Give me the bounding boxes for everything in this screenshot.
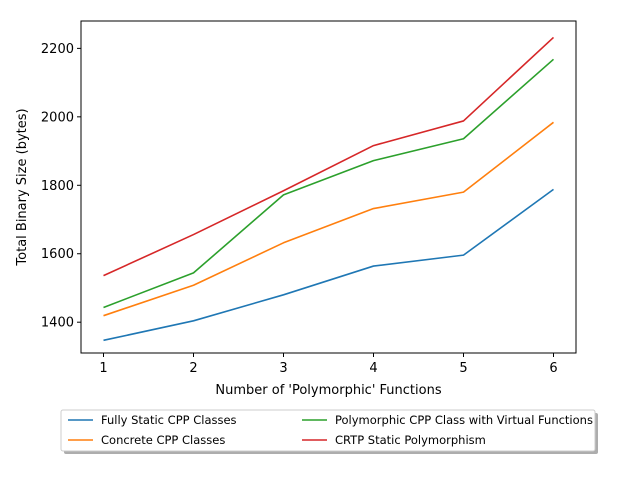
y-tick-label: 1600	[41, 247, 74, 262]
series-line-1	[103, 188, 554, 342]
series-layer	[103, 36, 555, 342]
legend-item: Fully Static CPP Classes	[68, 413, 237, 427]
y-tick-label: 1400	[41, 316, 74, 331]
legend-label: Concrete CPP Classes	[101, 433, 225, 447]
series-line-4	[103, 36, 555, 277]
x-tick-label: 1	[99, 361, 107, 376]
x-tick-label: 6	[549, 361, 557, 376]
series-line-3	[103, 58, 555, 309]
legend-item: Concrete CPP Classes	[68, 433, 225, 447]
y-tick-label: 2200	[41, 42, 74, 57]
x-tick-label: 3	[279, 361, 287, 376]
legend-item: Polymorphic CPP Class with Virtual Funct…	[302, 413, 593, 427]
y-axis-label: Total Binary Size (bytes)	[15, 108, 30, 266]
legend: Fully Static CPP Classes Concrete CPP Cla…	[60, 409, 598, 454]
x-tick-label: 5	[459, 361, 467, 376]
y-tick-label: 2000	[41, 110, 74, 125]
legend-label: Fully Static CPP Classes	[101, 413, 237, 427]
x-axis-label: Number of 'Polymorphic' Functions	[215, 383, 441, 398]
axes-frame	[80, 20, 577, 354]
x-tick-label: 4	[369, 361, 377, 376]
legend-label: CRTP Static Polymorphism	[335, 433, 486, 447]
x-axis-ticks: 1 2 3 4 5 6	[99, 353, 558, 376]
x-tick-label: 2	[189, 361, 197, 376]
legend-label: Polymorphic CPP Class with Virtual Funct…	[335, 413, 593, 427]
legend-box	[60, 409, 596, 452]
series-line-2	[103, 121, 554, 317]
y-axis-ticks: 1400 1600 1800 2000 2200	[41, 42, 81, 331]
y-tick-label: 1800	[41, 179, 74, 194]
legend-item: CRTP Static Polymorphism	[302, 433, 486, 447]
